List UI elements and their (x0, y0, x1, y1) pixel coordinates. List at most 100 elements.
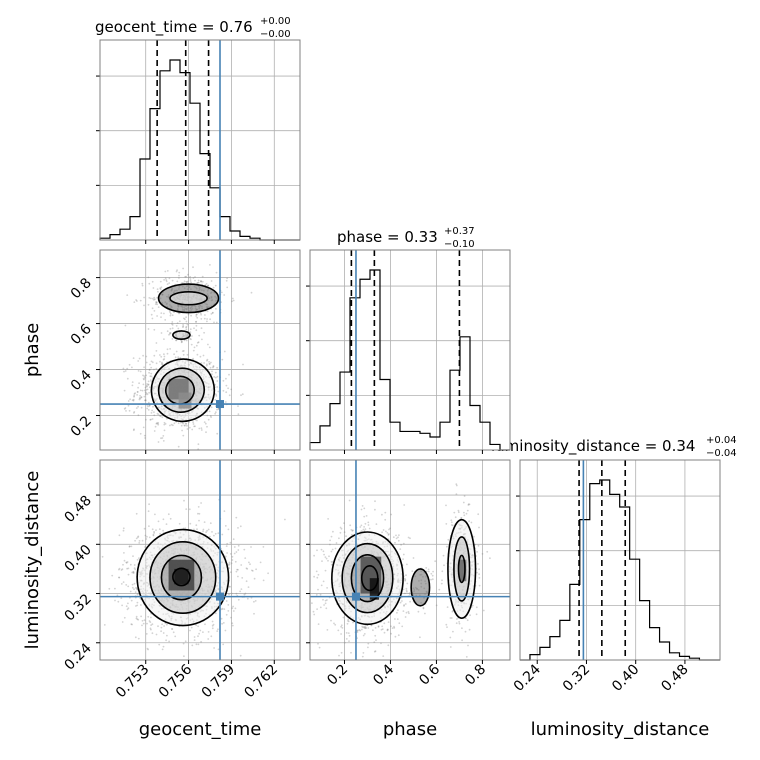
joint-geocent-time-vs-phase-point (168, 333, 170, 336)
joint-geocent-time-vs-luminosity-distance-point (133, 582, 136, 585)
joint-geocent-time-vs-phase-point (200, 327, 203, 330)
joint-geocent-time-vs-phase-point (240, 394, 242, 397)
joint-geocent-time-vs-luminosity-distance-point (166, 623, 168, 626)
joint-geocent-time-vs-luminosity-distance-point (150, 628, 152, 631)
joint-geocent-time-vs-luminosity-distance-point (146, 622, 148, 625)
hist-luminosity-distance-xticklabel-3: 0.48 (658, 662, 691, 695)
joint-phase-vs-luminosity-distance-point (318, 646, 321, 649)
joint-geocent-time-vs-phase-point (216, 386, 219, 388)
joint-phase-vs-luminosity-distance-point (361, 655, 364, 658)
joint-geocent-time-vs-phase-point (200, 318, 203, 320)
joint-geocent-time-vs-luminosity-distance-point (253, 600, 255, 603)
joint-geocent-time-vs-luminosity-distance-point (225, 555, 227, 558)
joint-geocent-time-vs-luminosity-distance-point (211, 624, 214, 627)
hist-phase-steps (309, 269, 510, 451)
joint-geocent-time-vs-luminosity-distance-point (253, 612, 255, 615)
joint-geocent-time-vs-phase-point (182, 422, 185, 425)
joint-geocent-time-vs-luminosity-distance-point (162, 632, 165, 634)
joint-geocent-time-vs-luminosity-distance-point (166, 634, 168, 637)
joint-geocent-time-vs-luminosity-distance-point (150, 624, 153, 626)
joint-geocent-time-vs-phase-point (142, 383, 145, 386)
joint-geocent-time-vs-luminosity-distance-point (262, 546, 265, 548)
joint-geocent-time-vs-phase-point (213, 376, 216, 378)
joint-geocent-time-vs-luminosity-distance-point (131, 623, 134, 626)
joint-phase-vs-luminosity-distance-point (404, 578, 407, 581)
hist-phase (306, 249, 511, 454)
joint-phase-vs-luminosity-distance-point (317, 588, 319, 591)
joint-geocent-time-vs-phase-point (171, 338, 174, 340)
joint-geocent-time-vs-phase-point (173, 311, 175, 314)
joint-phase-vs-luminosity-distance-point (402, 558, 404, 560)
joint-geocent-time-vs-phase: 0.2 0.4 0.6 0.8 (68, 249, 301, 454)
joint-geocent-time-vs-luminosity-distance-point (229, 553, 232, 555)
joint-geocent-time-vs-luminosity-distance-point (123, 559, 126, 562)
joint-geocent-time-vs-phase-point (186, 353, 189, 356)
joint-geocent-time-vs-phase-point (143, 378, 145, 381)
joint-geocent-time-vs-luminosity-distance-point (131, 586, 134, 589)
joint-geocent-time-vs-phase-point (205, 364, 208, 367)
joint-geocent-time-vs-phase-point (192, 423, 195, 425)
joint-geocent-time-vs-phase-point (150, 366, 153, 369)
joint-phase-vs-luminosity-distance-point (325, 607, 328, 610)
joint-geocent-time-vs-luminosity-distance-point (202, 530, 204, 533)
joint-geocent-time-vs-luminosity-distance-point (120, 569, 123, 571)
joint-geocent-time-vs-phase-point (196, 341, 199, 344)
joint-geocent-time-vs-phase-point (165, 280, 168, 283)
joint-geocent-time-vs-luminosity-distance-point (228, 561, 231, 564)
joint-geocent-time-vs-phase-point (231, 297, 234, 300)
joint-geocent-time-vs-luminosity-distance-point (114, 599, 116, 602)
joint-geocent-time-vs-phase-point (148, 282, 151, 285)
joint-geocent-time-vs-phase-point (168, 277, 171, 280)
joint-geocent-time-vs-phase-point (193, 425, 196, 428)
joint-geocent-time-vs-phase-point (123, 389, 126, 392)
joint-geocent-time-vs-phase-point (147, 384, 150, 386)
joint-geocent-time-vs-phase-point (194, 425, 196, 428)
joint-phase-vs-luminosity-distance-point (356, 629, 359, 632)
joint-geocent-time-vs-phase-point (136, 300, 138, 302)
joint-geocent-time-vs-phase-point (161, 437, 164, 439)
joint-geocent-time-vs-luminosity-distance-point (195, 643, 198, 646)
joint-phase-vs-luminosity-distance-point (489, 557, 491, 560)
joint-geocent-time-vs-phase-point (159, 288, 162, 291)
joint-geocent-time-vs-phase-point (125, 410, 127, 412)
joint-geocent-time-vs-phase-point (151, 418, 154, 420)
joint-phase-vs-luminosity-distance-point (419, 636, 421, 639)
joint-phase-vs-luminosity-distance-point (463, 514, 466, 517)
joint-geocent-time-vs-phase-point (226, 277, 229, 280)
joint-geocent-time-vs-phase-point (139, 389, 142, 392)
joint-geocent-time-vs-phase-point (143, 296, 146, 299)
joint-geocent-time-vs-phase-yticklabel-0: 0.2 (68, 413, 95, 440)
joint-phase-vs-luminosity-distance-point (359, 629, 362, 632)
joint-phase-vs-luminosity-distance-point (361, 530, 363, 532)
joint-geocent-time-vs-luminosity-distance-point (230, 571, 232, 574)
joint-geocent-time-vs-phase-point (163, 429, 166, 432)
joint-geocent-time-vs-phase-point (190, 338, 192, 341)
joint-geocent-time-vs-phase-yticklabel-2: 0.6 (68, 321, 95, 348)
joint-geocent-time-vs-luminosity-distance-point (130, 545, 133, 548)
joint-geocent-time-vs-phase-point (141, 284, 144, 287)
joint-geocent-time-vs-phase-point (155, 350, 158, 352)
joint-phase-vs-luminosity-distance-point (315, 570, 318, 573)
joint-phase-vs-luminosity-distance-point (441, 579, 443, 582)
joint-geocent-time-vs-phase-point (145, 418, 147, 421)
joint-geocent-time-vs-phase-point (181, 350, 184, 352)
joint-phase-vs-luminosity-distance-point (399, 601, 402, 604)
joint-geocent-time-vs-phase-point (150, 372, 153, 375)
joint-phase-vs-luminosity-distance-point (324, 569, 327, 572)
joint-geocent-time-vs-phase-point (237, 413, 240, 416)
joint-phase-vs-luminosity-distance-point (362, 634, 365, 637)
joint-phase-vs-luminosity-distance-point (387, 534, 390, 536)
joint-geocent-time-vs-phase-point (147, 276, 150, 279)
joint-geocent-time-vs-phase-point (170, 423, 173, 426)
joint-phase-vs-luminosity-distance-point (362, 528, 365, 531)
joint-phase-vs-luminosity-distance-point (406, 582, 409, 585)
joint-phase-vs-luminosity-distance-point (450, 524, 453, 526)
joint-geocent-time-vs-phase-point (180, 341, 183, 343)
joint-geocent-time-vs-phase-point (169, 314, 172, 317)
joint-phase-vs-luminosity-distance-point (322, 598, 324, 601)
joint-geocent-time-vs-luminosity-distance-point (243, 593, 246, 596)
joint-geocent-time-vs-phase-point (210, 416, 213, 418)
joint-geocent-time-vs-luminosity-distance-point (231, 607, 234, 610)
joint-phase-vs-luminosity-distance-point (465, 656, 468, 658)
joint-geocent-time-vs-luminosity-distance-point (140, 604, 142, 606)
